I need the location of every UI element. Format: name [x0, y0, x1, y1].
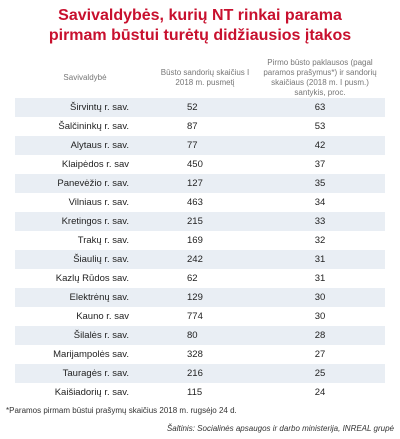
cell: 129	[155, 288, 255, 307]
table-row: Marijampolės sav. 328 27	[15, 345, 385, 364]
cell: Šilalės r. sav.	[15, 326, 155, 345]
table-row: Šiaulių r. sav. 242 31	[15, 250, 385, 269]
table-row: Panevėžio r. sav. 127 35	[15, 174, 385, 193]
table-row: Tauragės r. sav. 216 25	[15, 364, 385, 383]
cell: Trakų r. sav.	[77, 235, 129, 246]
cell: Širvintų r. sav.	[15, 98, 155, 117]
title-line: Savivaldybės, kurių NT rinkai parama	[58, 7, 342, 24]
table-row: Alytaus r. sav. 77 42	[15, 136, 385, 155]
cell: Kaišiadorių r. sav.	[54, 387, 129, 398]
header-row: Savivaldybė Būsto sandorių skaičius I 201…	[15, 58, 385, 98]
source: Šaltinis: Socialinės apsaugos ir darbo m…	[166, 424, 394, 433]
cell: 33	[255, 212, 385, 231]
cell: Tauragės r. sav.	[15, 364, 155, 383]
cell: 215	[155, 212, 255, 231]
table-body: Širvintų r. sav. 52 63 Šalčininkų r. sav. 87…	[15, 98, 385, 402]
cell: 80	[155, 326, 255, 345]
cell: 63	[255, 98, 385, 117]
cell: Marijampolės sav.	[53, 349, 129, 360]
cell: 42	[255, 136, 385, 155]
cell: 115	[187, 387, 203, 398]
cell: Šalčininkų r. sav.	[58, 121, 129, 132]
cell: 242	[155, 250, 255, 269]
title: Savivaldybės, kurių NT rinkai parama pirm…	[0, 6, 400, 46]
cell: 450	[187, 159, 203, 170]
cell: 27	[314, 349, 326, 360]
table-row: Šilalės r. sav. 80 28	[15, 326, 385, 345]
table-row: Kretingos r. sav. 215 33	[15, 212, 385, 231]
cell: 35	[255, 174, 385, 193]
cell: 25	[255, 364, 385, 383]
table-row: Šalčininkų r. sav. 87 53	[15, 117, 385, 136]
cell: 62	[187, 273, 198, 284]
title-line: pirmam būstui turėtų didžiausios įtakos	[48, 27, 352, 44]
cell: Vilniaus r. sav.	[68, 197, 129, 208]
cell: 52	[155, 98, 255, 117]
cell: Kretingos r. sav.	[15, 212, 155, 231]
table-row: Kazlų Rūdos sav. 62 31	[15, 269, 385, 288]
cell: 774	[187, 311, 203, 322]
cell: 463	[187, 197, 203, 208]
cell: 169	[187, 235, 203, 246]
cell: Panevėžio r. sav.	[15, 174, 155, 193]
footnote: *Paramos pirmam būstui prašymų skaičius …	[6, 406, 237, 415]
cell: Klaipėdos r. sav	[61, 159, 129, 170]
cell: 31	[314, 273, 326, 284]
table-row: Kauno r. sav 774 30	[15, 307, 385, 326]
cell: 24	[314, 387, 326, 398]
cell: 30	[314, 311, 326, 322]
cell: 28	[255, 326, 385, 345]
cell: 34	[314, 197, 326, 208]
cell: 328	[187, 349, 203, 360]
cell: 53	[314, 121, 326, 132]
cell: 31	[255, 250, 385, 269]
column-header: Būsto sandorių skaičius I 2018 m. pusmet…	[160, 68, 250, 87]
cell: Alytaus r. sav.	[15, 136, 155, 155]
data-table: Savivaldybė Būsto sandorių skaičius I 201…	[15, 58, 385, 402]
cell: Kazlų Rūdos sav.	[55, 273, 129, 284]
cell: Elektrėnų sav.	[15, 288, 155, 307]
table-row: Širvintų r. sav. 52 63	[15, 98, 385, 117]
cell: 216	[155, 364, 255, 383]
table-row: Kaišiadorių r. sav. 115 24	[15, 383, 385, 402]
cell: 87	[187, 121, 198, 132]
cell: 127	[155, 174, 255, 193]
table-row: Elektrėnų sav. 129 30	[15, 288, 385, 307]
cell: 77	[155, 136, 255, 155]
cell: Kauno r. sav	[76, 311, 129, 322]
column-header: Savivaldybė	[63, 73, 107, 82]
column-header: Pirmo būsto paklausos (pagal paramos pra…	[263, 58, 377, 97]
cell: 32	[314, 235, 326, 246]
cell: 37	[314, 159, 326, 170]
cell: Šiaulių r. sav.	[15, 250, 155, 269]
table-row: Klaipėdos r. sav 450 37	[15, 155, 385, 174]
table-row: Vilniaus r. sav. 463 34	[15, 193, 385, 212]
table-row: Trakų r. sav. 169 32	[15, 231, 385, 250]
cell: 30	[255, 288, 385, 307]
